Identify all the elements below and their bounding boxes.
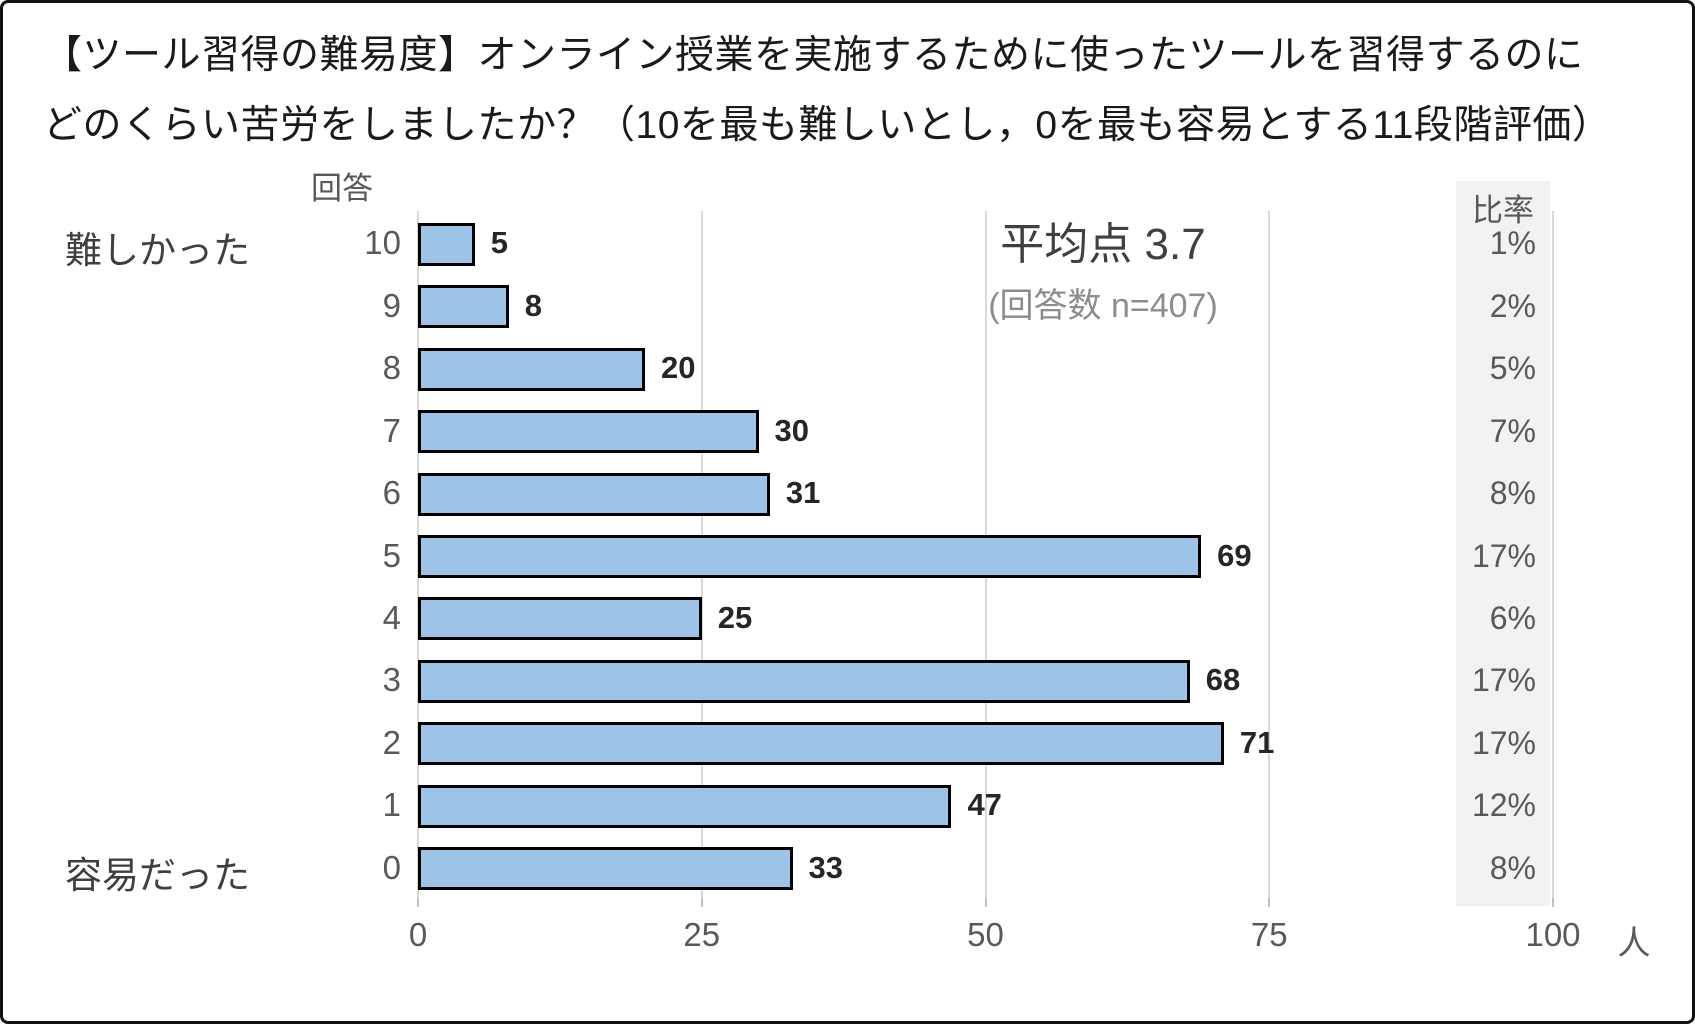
row-label-6: 6 bbox=[382, 474, 401, 512]
row-label-1: 1 bbox=[382, 786, 401, 824]
percent-label-2: 17% bbox=[1471, 724, 1536, 761]
value-label-2: 71 bbox=[1239, 724, 1275, 760]
row-label-3: 3 bbox=[382, 661, 401, 699]
bar-2 bbox=[418, 722, 1224, 766]
x-tick-label-50: 50 bbox=[967, 916, 1004, 953]
row-label-0: 0 bbox=[382, 848, 401, 886]
annotation-average-score: 平均点 3.7 bbox=[1000, 220, 1206, 269]
value-label-3: 68 bbox=[1205, 662, 1241, 698]
bar-1 bbox=[418, 784, 952, 828]
gridline-100 bbox=[1552, 211, 1554, 898]
value-label-1: 47 bbox=[967, 787, 1002, 823]
bar-8 bbox=[418, 347, 645, 391]
row-label-7: 7 bbox=[382, 411, 401, 449]
percent-label-7: 7% bbox=[1489, 412, 1536, 449]
percent-label-9: 2% bbox=[1489, 287, 1536, 324]
percent-label-5: 17% bbox=[1471, 537, 1536, 574]
x-tick-label-100: 100 bbox=[1525, 916, 1581, 953]
side-label-difficult: 難しかった bbox=[65, 230, 250, 272]
x-axis-tick-0 bbox=[417, 898, 419, 907]
ratio-column-background bbox=[1456, 181, 1550, 906]
row-label-9: 9 bbox=[382, 286, 401, 324]
value-label-0: 33 bbox=[808, 849, 844, 885]
value-label-5: 69 bbox=[1217, 537, 1252, 573]
bar-6 bbox=[418, 472, 770, 516]
value-label-4: 25 bbox=[717, 599, 753, 635]
x-axis-tick-100 bbox=[1552, 898, 1554, 907]
x-tick-label-0: 0 bbox=[408, 916, 428, 953]
bar-7 bbox=[418, 410, 759, 454]
percent-label-3: 17% bbox=[1471, 662, 1536, 699]
side-label-easy: 容易だった bbox=[65, 854, 250, 896]
row-label-4: 4 bbox=[382, 598, 401, 636]
value-label-8: 20 bbox=[661, 350, 696, 386]
value-label-9: 8 bbox=[524, 287, 543, 323]
chart-title-line1: 【ツール習得の難易度】オンライン授業を実施するために使ったツールを習得するのに bbox=[43, 34, 1584, 77]
value-label-7: 30 bbox=[774, 412, 809, 448]
row-label-8: 8 bbox=[382, 349, 401, 387]
percent-label-0: 8% bbox=[1489, 849, 1536, 886]
percent-label-8: 5% bbox=[1489, 350, 1536, 387]
percent-label-10: 1% bbox=[1489, 225, 1536, 262]
x-axis-tick-75 bbox=[1268, 898, 1271, 907]
x-tick-label-25: 25 bbox=[683, 916, 721, 953]
y-axis-header: 回答 bbox=[311, 171, 373, 206]
annotation-respondent-count: (回答数 n=407) bbox=[988, 287, 1218, 325]
chart-title: 【ツール習得の難易度】オンライン授業を実施するために使ったツールを習得するのに … bbox=[43, 21, 1612, 161]
percent-label-4: 6% bbox=[1489, 599, 1536, 636]
x-axis-tick-50 bbox=[984, 898, 987, 907]
bar-5 bbox=[418, 535, 1202, 578]
bar-3 bbox=[418, 659, 1190, 703]
bar-10 bbox=[418, 222, 475, 266]
percent-label-6: 8% bbox=[1489, 475, 1536, 512]
ratio-column-header: 比率 bbox=[1472, 193, 1534, 228]
row-label-10: 10 bbox=[364, 224, 401, 262]
bar-9 bbox=[418, 285, 509, 329]
percent-label-1: 12% bbox=[1471, 787, 1536, 824]
chart-title-line2: どのくらい苦労をしましたか？（10を最も難しいとし，0を最も容易とする11段階評… bbox=[43, 104, 1612, 147]
x-tick-label-75: 75 bbox=[1250, 916, 1288, 953]
bar-4 bbox=[418, 597, 702, 641]
value-label-10: 5 bbox=[490, 225, 508, 261]
gridline-75 bbox=[1268, 211, 1271, 898]
bar-0 bbox=[418, 847, 793, 891]
x-axis-unit-label: 人 bbox=[1617, 924, 1651, 961]
row-label-2: 2 bbox=[382, 723, 401, 761]
value-label-6: 31 bbox=[785, 475, 821, 511]
row-label-5: 5 bbox=[382, 536, 401, 574]
x-axis-tick-25 bbox=[700, 898, 703, 907]
